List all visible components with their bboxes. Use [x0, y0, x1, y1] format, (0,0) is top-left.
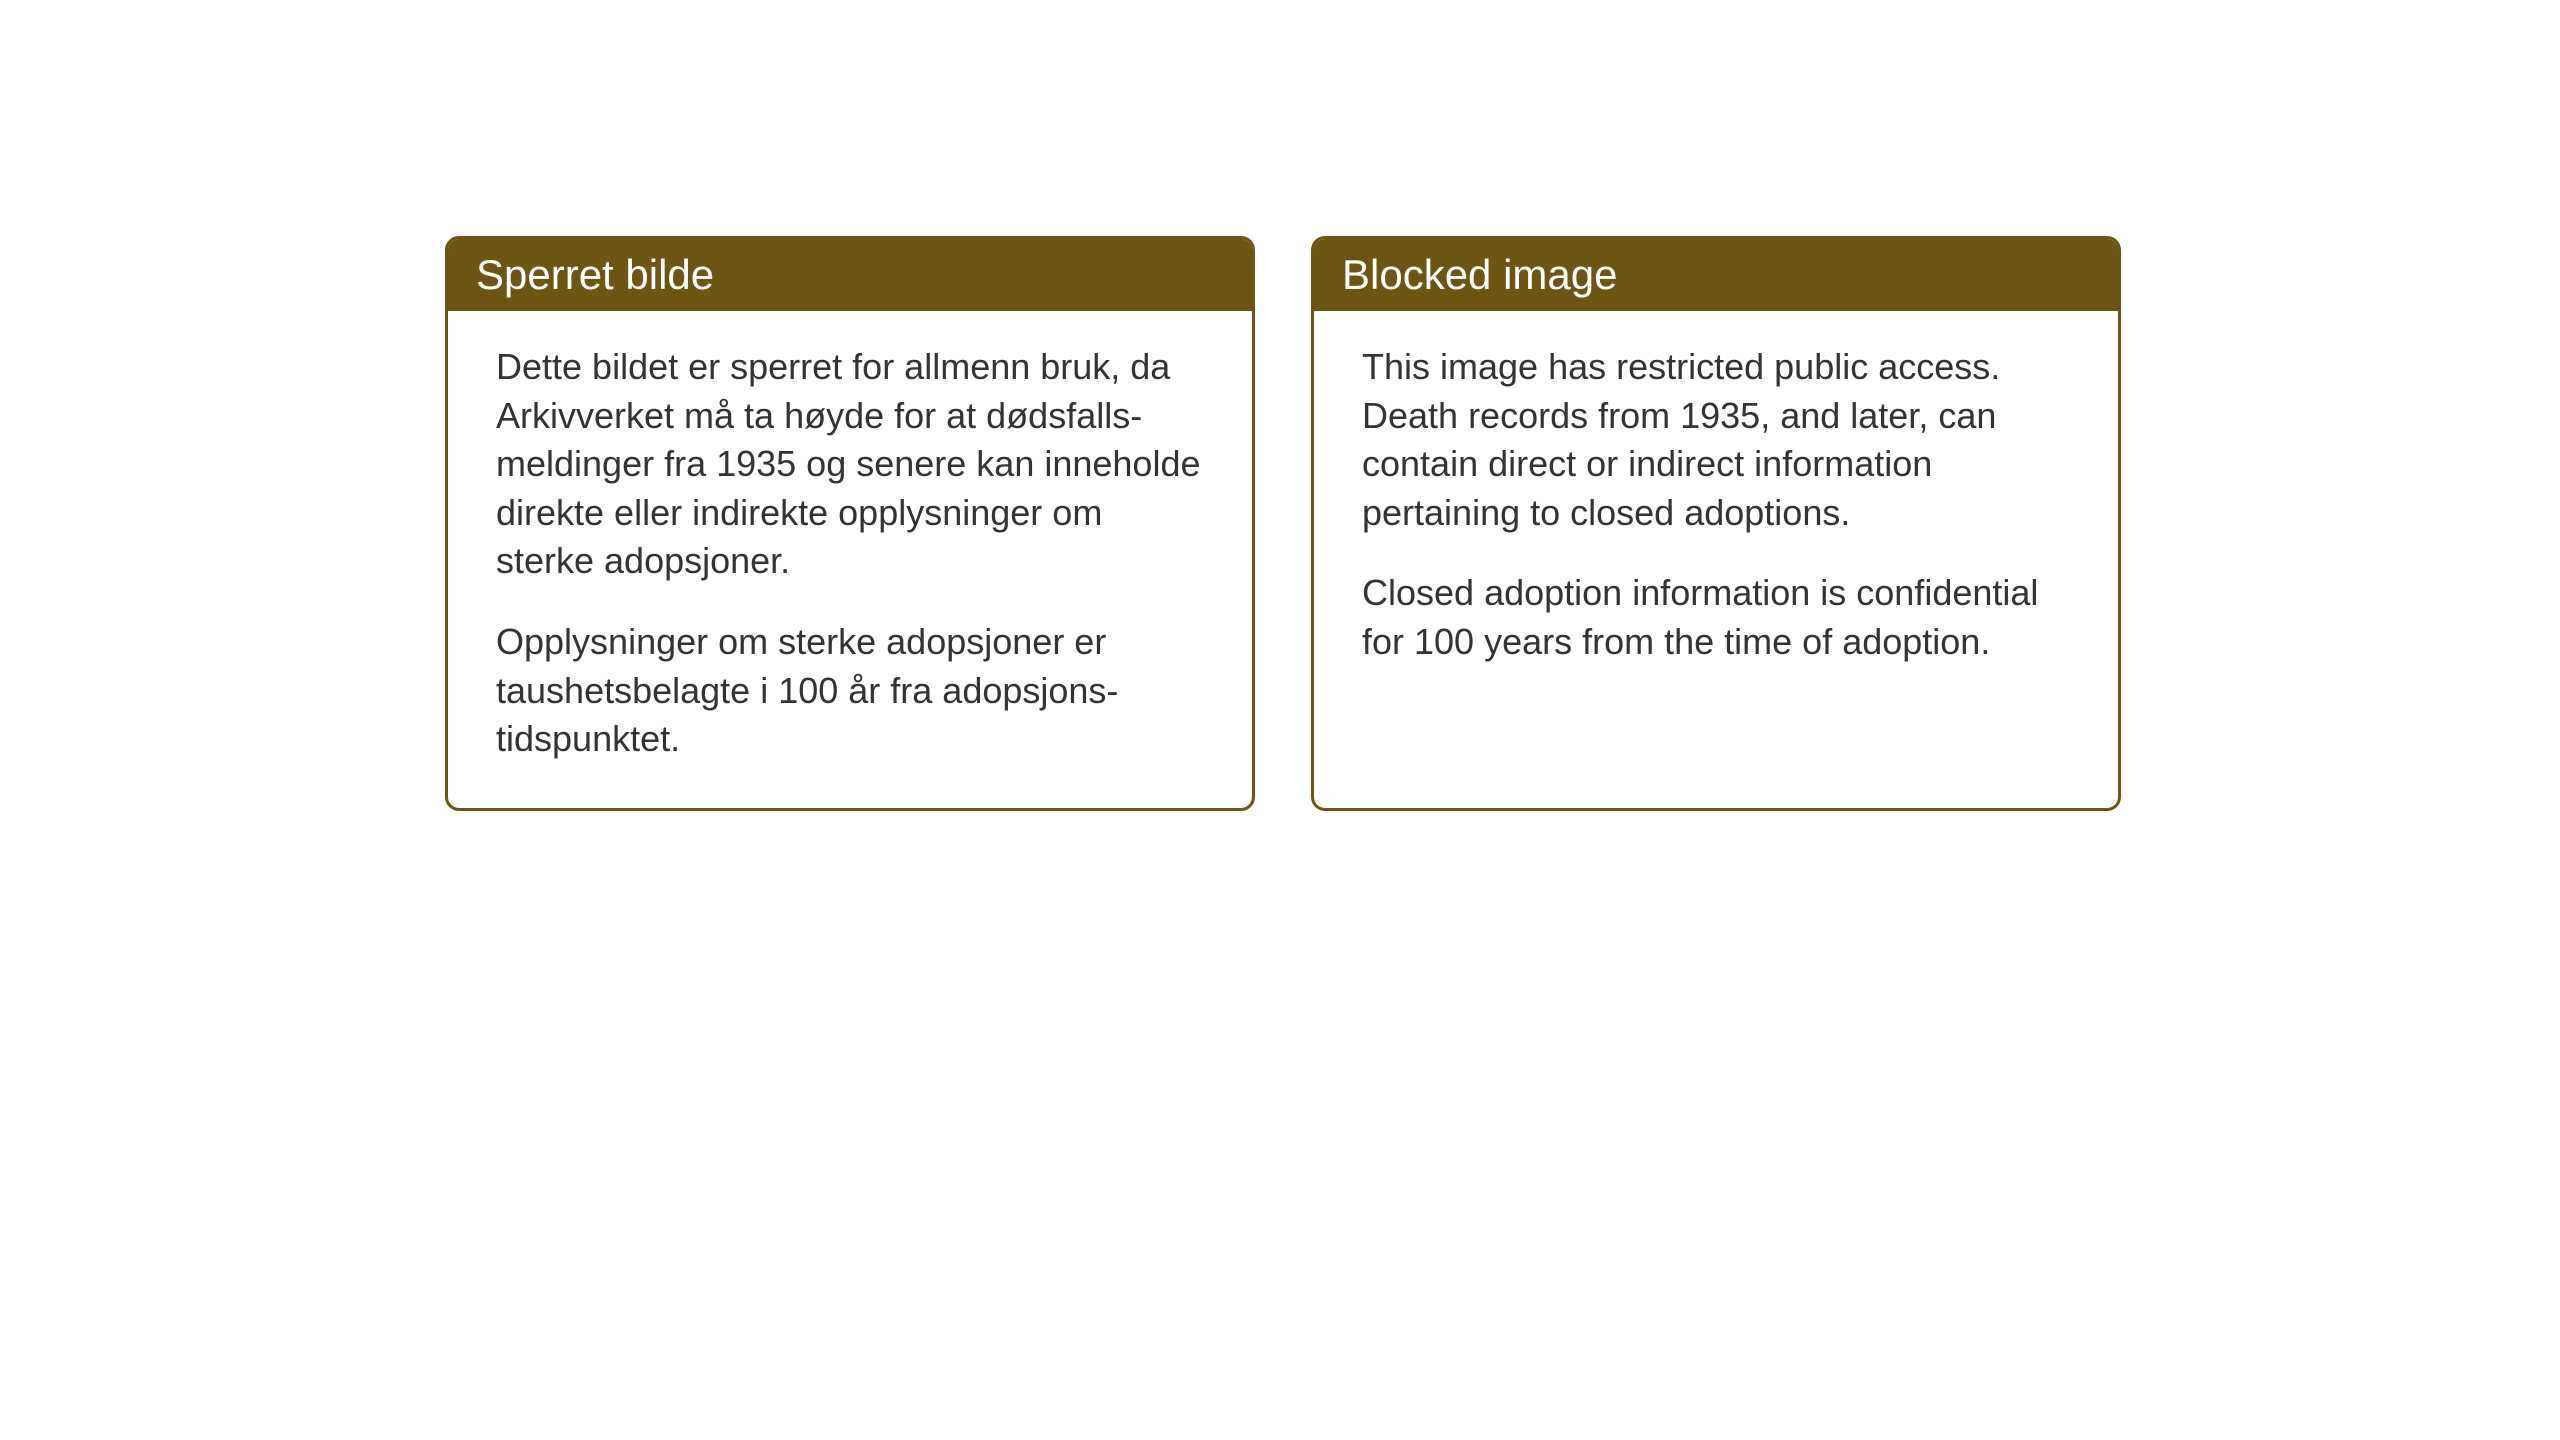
card-paragraph-2-english: Closed adoption information is confident… — [1362, 569, 2070, 666]
card-body-norwegian: Dette bildet er sperret for allmenn bruk… — [448, 311, 1252, 808]
card-title-norwegian: Sperret bilde — [476, 251, 714, 298]
card-paragraph-2-norwegian: Opplysninger om sterke adopsjoner er tau… — [496, 618, 1204, 764]
notice-card-english: Blocked image This image has restricted … — [1311, 236, 2121, 811]
card-body-english: This image has restricted public access.… — [1314, 311, 2118, 711]
card-header-norwegian: Sperret bilde — [448, 239, 1252, 311]
card-title-english: Blocked image — [1342, 251, 1617, 298]
card-paragraph-1-norwegian: Dette bildet er sperret for allmenn bruk… — [496, 343, 1204, 586]
notice-card-norwegian: Sperret bilde Dette bildet er sperret fo… — [445, 236, 1255, 811]
card-paragraph-1-english: This image has restricted public access.… — [1362, 343, 2070, 537]
card-header-english: Blocked image — [1314, 239, 2118, 311]
notice-container: Sperret bilde Dette bildet er sperret fo… — [445, 236, 2121, 811]
